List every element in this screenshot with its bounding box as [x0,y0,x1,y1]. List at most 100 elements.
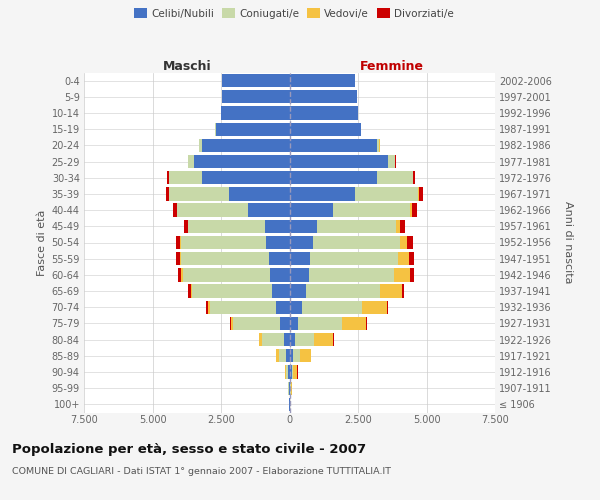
Bar [366,317,367,330]
Bar [177,204,248,217]
Bar [199,138,202,152]
Bar [286,366,288,378]
Bar [221,106,290,120]
Bar [286,349,290,362]
Bar [317,220,397,233]
Bar [188,155,194,168]
Text: Maschi: Maschi [163,60,211,72]
Bar [178,268,181,281]
Bar [419,188,422,200]
Bar [278,349,286,362]
Bar [293,349,299,362]
Bar [182,268,271,281]
Bar [191,284,192,298]
Bar [223,90,290,104]
Bar [362,300,387,314]
Bar [167,171,169,184]
Bar [290,366,292,378]
Bar [290,188,355,200]
Bar [181,252,269,266]
Bar [288,366,290,378]
Bar [387,300,388,314]
Bar [302,300,362,314]
Bar [272,284,290,298]
Bar [290,204,334,217]
Bar [400,236,407,249]
Bar [229,188,290,200]
Bar [388,155,395,168]
Bar [314,333,334,346]
Bar [259,333,262,346]
Bar [290,300,302,314]
Bar [176,252,180,266]
Bar [377,138,379,152]
Bar [169,188,229,200]
Bar [188,220,265,233]
Bar [265,220,290,233]
Bar [293,366,298,378]
Bar [169,171,202,184]
Bar [233,317,280,330]
Bar [180,252,181,266]
Bar [380,284,402,298]
Bar [176,236,181,249]
Bar [290,155,388,168]
Bar [394,268,410,281]
Bar [291,382,292,395]
Y-axis label: Fasce di età: Fasce di età [37,210,47,276]
Bar [292,366,293,378]
Bar [290,349,293,362]
Bar [313,236,400,249]
Bar [410,204,412,217]
Bar [290,90,356,104]
Bar [230,317,233,330]
Bar [266,236,290,249]
Bar [398,252,409,266]
Bar [188,284,191,298]
Bar [290,236,313,249]
Bar [271,268,290,281]
Bar [295,333,314,346]
Bar [248,204,290,217]
Bar [299,349,311,362]
Bar [409,252,414,266]
Bar [262,333,284,346]
Bar [290,106,358,120]
Bar [210,300,276,314]
Bar [400,220,405,233]
Bar [290,268,308,281]
Bar [290,138,377,152]
Bar [269,252,290,266]
Bar [276,300,290,314]
Bar [418,188,419,200]
Bar [410,268,413,281]
Bar [402,284,404,298]
Legend: Celibi/Nubili, Coniugati/e, Vedovi/e, Divorziati/e: Celibi/Nubili, Coniugati/e, Vedovi/e, Di… [131,5,457,21]
Bar [290,252,310,266]
Bar [290,74,355,87]
Bar [181,236,266,249]
Bar [277,349,278,362]
Bar [215,122,290,136]
Bar [290,171,377,184]
Text: Femmine: Femmine [360,60,424,72]
Bar [310,252,398,266]
Bar [202,138,290,152]
Bar [355,188,418,200]
Bar [290,220,317,233]
Bar [413,171,415,184]
Y-axis label: Anni di nascita: Anni di nascita [563,201,573,283]
Bar [181,268,182,281]
Bar [284,333,290,346]
Bar [377,171,413,184]
Bar [206,300,208,314]
Bar [341,317,366,330]
Text: COMUNE DI CAGLIARI - Dati ISTAT 1° gennaio 2007 - Elaborazione TUTTITALIA.IT: COMUNE DI CAGLIARI - Dati ISTAT 1° genna… [12,468,391,476]
Bar [285,366,286,378]
Bar [173,204,177,217]
Bar [306,284,380,298]
Bar [290,122,361,136]
Bar [208,300,210,314]
Bar [412,204,417,217]
Bar [223,74,290,87]
